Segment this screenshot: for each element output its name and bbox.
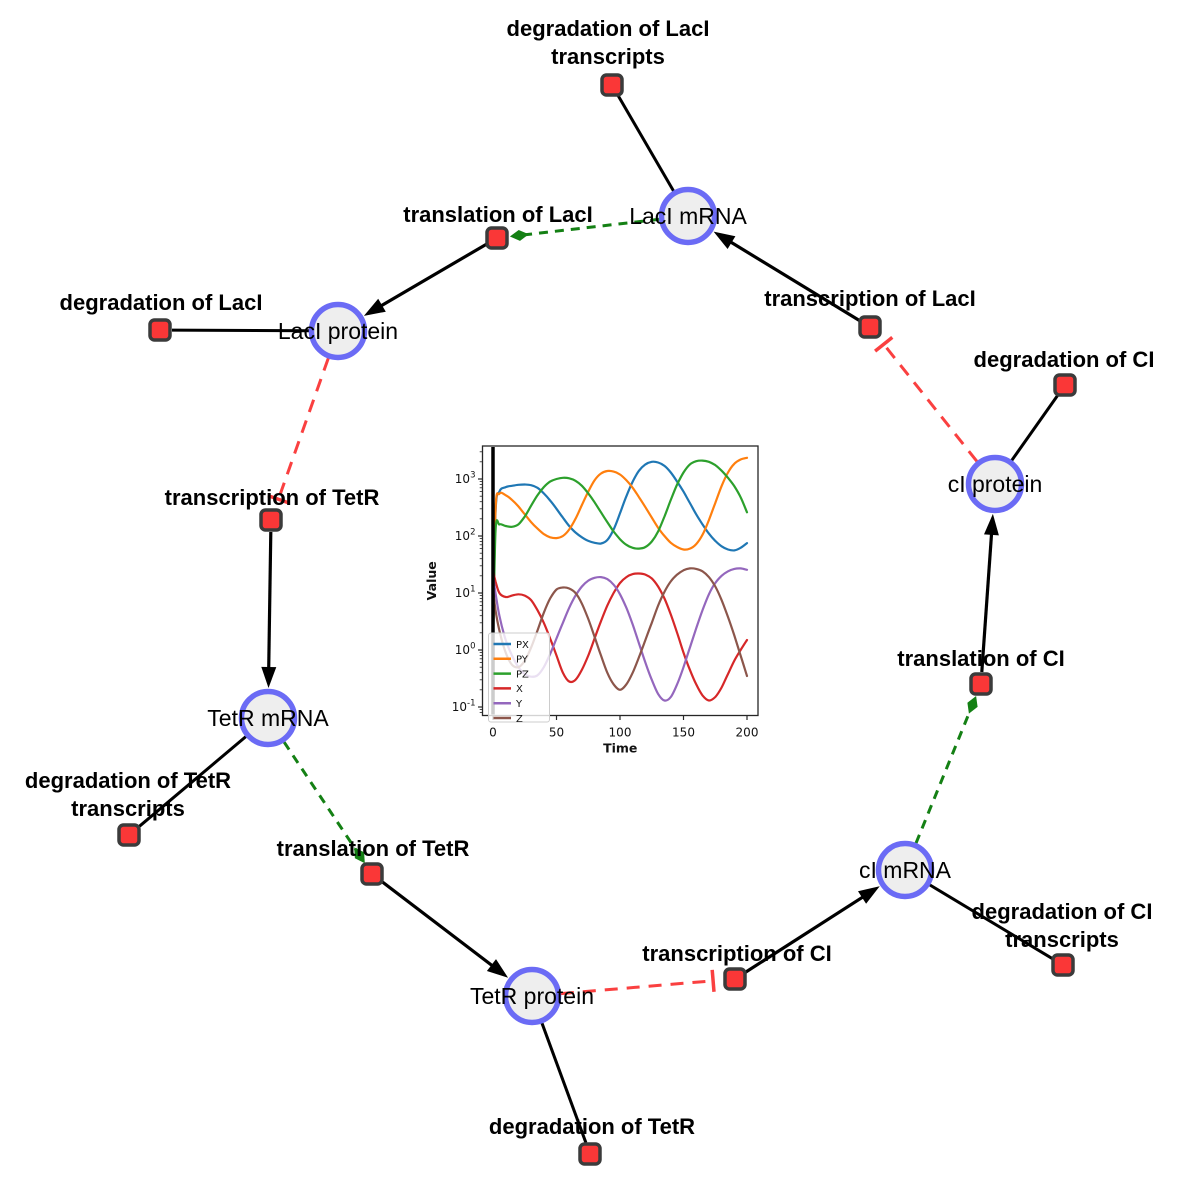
species-label-laci-protein: LacI protein xyxy=(278,318,398,344)
chart-y-tick-label: 100 xyxy=(455,642,476,658)
chart-series-PZ xyxy=(491,459,749,652)
arrowhead xyxy=(261,666,277,688)
edge-ci-protein--transcription-laci xyxy=(874,336,979,463)
reaction-node-transcription-laci[interactable] xyxy=(858,315,882,339)
chart-y-tick-label: 10-1 xyxy=(452,699,476,715)
species-label-ci-protein: cI protein xyxy=(948,471,1043,497)
network-labels: LacI mRNA LacI protein TetR mRNA TetR prote… xyxy=(25,16,1155,1139)
species-node-tetr-protein[interactable] xyxy=(502,966,562,1026)
inhibition-tbar-icon xyxy=(710,969,716,992)
chart-legend-label-X: X xyxy=(516,684,523,695)
reaction-label-deg-laci: degradation of LacI xyxy=(60,290,263,315)
reaction-label-deg-tetr: degradation of TetR xyxy=(489,1114,695,1139)
inhibition-tbar-icon xyxy=(874,336,894,353)
reaction-label-deg-laci-transcripts: degradation of LacI xyxy=(507,16,710,41)
species-node-ci-mrna[interactable] xyxy=(875,840,935,900)
species-node-tetr-mrna[interactable] xyxy=(238,688,298,748)
reaction-label-deg-tetr-transcripts: transcripts xyxy=(71,796,185,821)
chart-x-tick-label: 100 xyxy=(609,726,632,740)
reaction-node-transcription-tetr[interactable] xyxy=(259,508,283,532)
reaction-node-translation-ci[interactable] xyxy=(969,672,993,696)
chart-series-PX xyxy=(491,460,749,652)
reaction-label-deg-ci-transcripts: transcripts xyxy=(1005,927,1119,952)
reaction-node-deg-tetr-transcripts[interactable] xyxy=(117,823,141,847)
reaction-node-deg-laci-transcripts[interactable] xyxy=(600,73,624,97)
chart-y-tick-label: 103 xyxy=(455,471,476,487)
reaction-label-deg-ci: degradation of CI xyxy=(974,347,1155,372)
reaction-label-translation-laci: translation of LacI xyxy=(403,202,592,227)
chart-series-group xyxy=(491,456,749,702)
arrowhead xyxy=(858,886,880,904)
reaction-node-deg-ci-transcripts[interactable] xyxy=(1051,953,1075,977)
chart-x-axis-label: Time xyxy=(603,741,637,756)
edge-ci-protein--deg-ci xyxy=(1009,393,1060,463)
reaction-node-translation-laci[interactable] xyxy=(485,226,509,250)
arrowhead xyxy=(713,231,736,249)
edge-laci-mrna--translation-laci xyxy=(509,217,660,241)
chart-x-tick-label: 200 xyxy=(736,726,759,740)
network-edges xyxy=(137,94,1060,1144)
reaction-node-deg-tetr[interactable] xyxy=(578,1142,602,1166)
species-label-tetr-protein: TetR protein xyxy=(470,983,594,1009)
edge-laci-protein--deg-laci xyxy=(171,328,312,333)
modifier-diamond-icon xyxy=(354,847,365,864)
reaction-label-translation-ci: translation of CI xyxy=(897,646,1064,671)
arrowhead xyxy=(984,513,999,536)
arrowhead xyxy=(486,959,509,978)
edge-transcription-laci--laci-mrna xyxy=(713,231,861,323)
chart-x-tick-label: 150 xyxy=(672,726,695,740)
chart-legend-label-Y: Y xyxy=(515,699,523,710)
edge-tetr-protein--transcription-ci xyxy=(560,969,716,996)
chart-y-tick-label: 102 xyxy=(455,528,476,544)
species-node-laci-mrna[interactable] xyxy=(658,186,718,246)
reaction-node-deg-laci[interactable] xyxy=(148,318,172,342)
modifier-diamond-icon xyxy=(967,696,978,714)
modifier-diamond-icon xyxy=(509,230,529,241)
chart-x-tick-label: 50 xyxy=(549,726,564,740)
reaction-label-transcription-ci: transcription of CI xyxy=(642,941,831,966)
edge-tetr-mrna--deg-tetr-transcripts xyxy=(137,734,249,829)
chart-legend xyxy=(488,632,550,723)
inhibition-tbar-icon xyxy=(267,493,290,505)
edge-ci-mrna--translation-ci xyxy=(914,696,978,844)
edge-laci-mrna--deg-laci-transcripts xyxy=(616,94,676,194)
edge-transcription-ci--ci-mrna xyxy=(744,886,880,974)
species-node-ci-protein[interactable] xyxy=(965,454,1025,514)
reaction-node-translation-tetr[interactable] xyxy=(360,862,384,886)
chart-legend-label-Z: Z xyxy=(516,714,523,725)
arrowhead xyxy=(363,298,386,316)
edge-tetr-mrna--translation-tetr xyxy=(282,741,365,864)
reaction-node-deg-ci[interactable] xyxy=(1053,373,1077,397)
chart-legend-label-PY: PY xyxy=(516,655,529,666)
reaction-label-translation-tetr: translation of TetR xyxy=(277,836,470,861)
species-node-laci-protein[interactable] xyxy=(308,301,368,361)
reaction-label-deg-laci-transcripts: transcripts xyxy=(551,44,665,69)
reaction-node-transcription-ci[interactable] xyxy=(723,967,747,991)
chart-y-axis-label: Value xyxy=(424,561,439,600)
reaction-label-transcription-laci: transcription of LacI xyxy=(764,286,975,311)
chart-y-tick-label: 101 xyxy=(455,585,476,601)
reaction-label-transcription-tetr: transcription of TetR xyxy=(165,485,380,510)
edge-transcription-tetr--tetr-mrna xyxy=(261,531,277,688)
edge-laci-protein--transcription-tetr xyxy=(267,357,330,505)
edge-translation-tetr--tetr-protein xyxy=(380,880,509,978)
edge-tetr-protein--deg-tetr xyxy=(539,1020,588,1144)
chart-legend-label-PZ: PZ xyxy=(516,669,529,680)
reaction-label-deg-ci-transcripts: degradation of CI xyxy=(972,899,1153,924)
edge-translation-ci--ci-protein xyxy=(980,513,999,673)
species-label-ci-mrna: cI mRNA xyxy=(859,857,952,883)
network-nodes xyxy=(117,73,1077,1166)
edge-ci-mrna--deg-ci-transcripts xyxy=(927,882,1054,961)
species-label-laci-mrna: LacI mRNA xyxy=(629,203,747,229)
chart-x-tick-label: 0 xyxy=(489,726,497,740)
inset-chart: 0 50 100 150 200 10-1 100 101 102 103 Time Value PX P… xyxy=(424,445,759,756)
chart-series-PY xyxy=(491,456,749,652)
chart-legend-label-PX: PX xyxy=(516,640,529,651)
reaction-label-deg-tetr-transcripts: degradation of TetR xyxy=(25,768,231,793)
species-label-tetr-mrna: TetR mRNA xyxy=(207,705,329,731)
edge-translation-laci--laci-protein xyxy=(363,242,488,316)
